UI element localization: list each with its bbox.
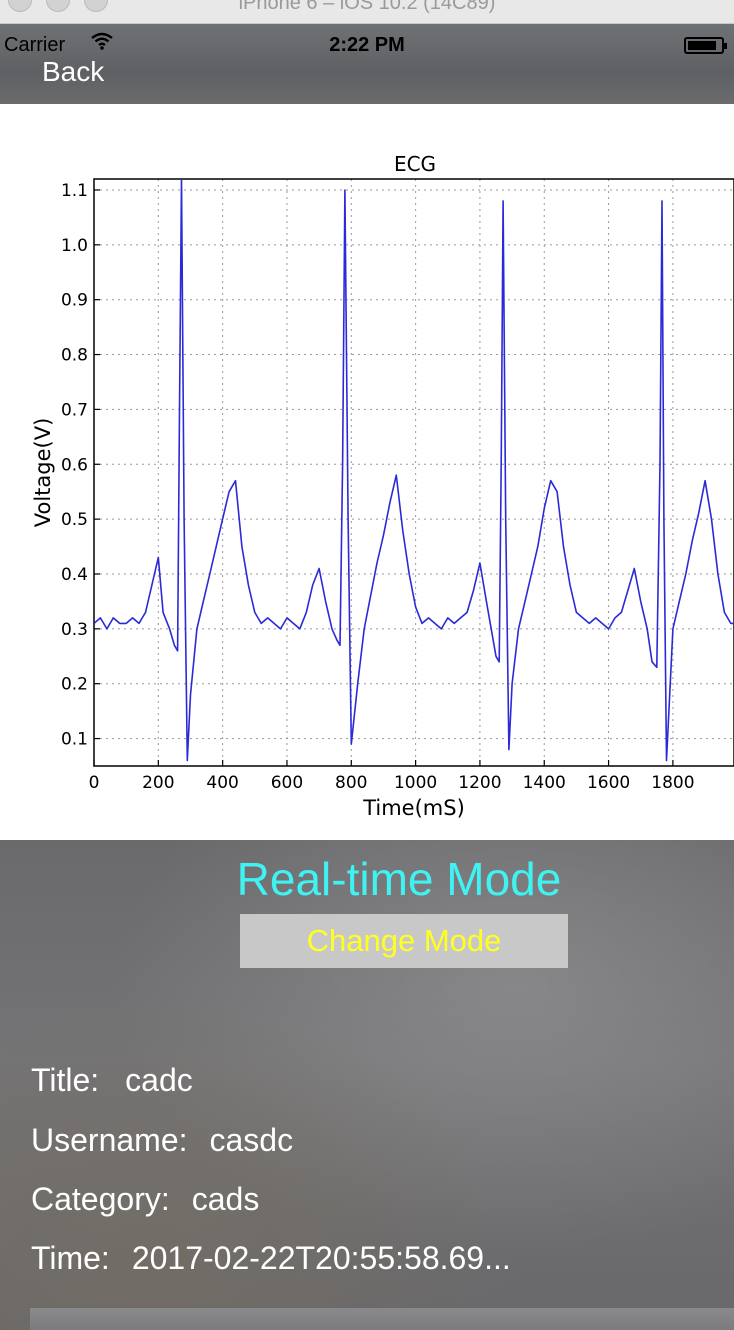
- ecg-chart: 0 200 400 600 800 1000 1200 1400 1600 1800 0.1 0.2 0…: [0, 104, 734, 840]
- change-mode-button[interactable]: Change Mode: [240, 914, 568, 968]
- x-tick-label: 1800: [651, 773, 694, 793]
- wifi-icon: [90, 32, 114, 55]
- username-value: casdc: [209, 1122, 294, 1158]
- navigation-bar: Carrier 2:22 PM Back: [0, 24, 734, 104]
- title-row: Title: cadc: [31, 1062, 193, 1099]
- y-tick-label: 0.5: [61, 510, 88, 530]
- y-tick-label: 0.2: [61, 675, 88, 695]
- simulator-window-bar: iPhone 6 – iOS 10.2 (14C89): [0, 0, 734, 24]
- x-tick-label: 1600: [587, 773, 630, 793]
- title-label: Title:: [31, 1062, 100, 1098]
- y-tick-label: 0.1: [61, 730, 88, 750]
- y-tick-label: 1.1: [61, 181, 88, 201]
- carrier-label: Carrier: [4, 34, 66, 56]
- y-tick-label: 1.0: [61, 236, 88, 256]
- y-tick-label: 0.6: [61, 455, 88, 475]
- y-tick-label: 0.3: [61, 620, 88, 640]
- title-value: cadc: [125, 1062, 193, 1098]
- y-tick-label: 0.7: [61, 400, 88, 420]
- x-tick-label: 600: [271, 773, 303, 793]
- mode-panel: Real-time Mode Change Mode Title: cadc Us…: [0, 840, 734, 1330]
- y-tick-label: 0.4: [61, 565, 88, 585]
- y-axis-label: Voltage(V): [31, 418, 55, 528]
- x-tick-label: 200: [142, 773, 174, 793]
- plot-frame: [93, 178, 734, 767]
- x-tick-label: 800: [335, 773, 367, 793]
- status-time: 2:22 PM: [329, 34, 405, 56]
- time-label: Time:: [31, 1240, 110, 1276]
- x-tick-label: 1000: [394, 773, 437, 793]
- x-tick-label: 1200: [458, 773, 501, 793]
- back-button[interactable]: Back: [42, 56, 105, 87]
- ecg-chart-svg: 0 200 400 600 800 1000 1200 1400 1600 1800 0.1 0.2 0…: [31, 152, 734, 820]
- window-title: iPhone 6 – iOS 10.2 (14C89): [238, 0, 496, 14]
- category-value: cads: [191, 1181, 260, 1217]
- category-row: Category: cads: [31, 1181, 259, 1218]
- time-value: 2017-02-22T20:55:58.69...: [131, 1240, 511, 1276]
- x-tick-label: 1400: [523, 773, 566, 793]
- x-tick-label: 0: [89, 773, 100, 793]
- y-tick-label: 0.9: [61, 291, 88, 311]
- username-row: Username: casdc: [31, 1122, 293, 1159]
- time-row: Time: 2017-02-22T20:55:58.69...: [31, 1240, 511, 1277]
- y-tick-label: 0.8: [61, 346, 88, 366]
- x-axis-label: Time(mS): [362, 796, 465, 820]
- x-tick-label: 400: [206, 773, 238, 793]
- ecg-series-line: [94, 179, 734, 762]
- category-label: Category:: [31, 1181, 170, 1217]
- bottom-scroll-bar: [30, 1308, 734, 1330]
- mode-title: Real-time Mode: [236, 853, 562, 905]
- username-label: Username:: [31, 1122, 188, 1158]
- battery-icon: [684, 37, 727, 54]
- chart-title: ECG: [394, 152, 436, 176]
